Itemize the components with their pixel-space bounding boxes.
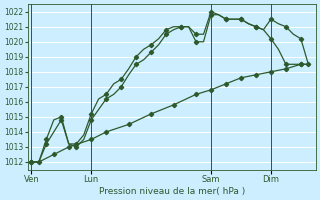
X-axis label: Pression niveau de la mer( hPa ): Pression niveau de la mer( hPa ) (99, 187, 245, 196)
